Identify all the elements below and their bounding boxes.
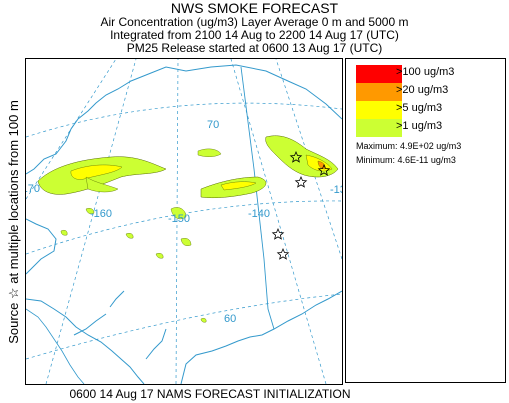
subtitle-release: PM25 Release started at 0600 13 Aug 17 (… xyxy=(126,41,383,55)
concentration-legend: >100 ug/m3 >20 ug/m3 >5 ug/m3 >1 ug/m3 M… xyxy=(345,58,506,383)
subtitle-integration: Integrated from 2100 14 Aug to 2200 14 A… xyxy=(110,28,399,42)
lon-140-line xyxy=(230,59,327,384)
source-markers xyxy=(271,150,331,260)
lon-150-line xyxy=(175,59,179,384)
legend-label-5: >5 ug/m3 xyxy=(396,102,443,114)
source-star-5 xyxy=(276,247,290,260)
legend-label-100: >100 ug/m3 xyxy=(396,66,455,78)
chart-title: NWS SMOKE FORECAST xyxy=(170,0,339,16)
legend-label-20: >20 ug/m3 xyxy=(396,84,449,96)
source-star-2 xyxy=(317,163,331,176)
legend-swatch-1 xyxy=(356,119,402,137)
source-side-label: Source ☆ at multiple locations from 100 … xyxy=(6,100,21,344)
source-star-3 xyxy=(294,175,308,188)
us-canada-border xyxy=(240,66,275,330)
smoke-plume-south xyxy=(60,207,207,323)
peninsula-coast xyxy=(26,308,85,384)
legend-label-1: >1 ug/m3 xyxy=(396,120,443,132)
lat-60-label: 60 xyxy=(224,313,236,325)
smoke-map: 70 60 -170 -160 -150 -140 -130 xyxy=(25,58,343,385)
lat-70-label: 70 xyxy=(207,119,219,131)
lat-60-line xyxy=(26,293,342,360)
legend-item-5: >5 ug/m3 xyxy=(356,101,442,119)
smoke-plume-west xyxy=(37,156,167,195)
map-canvas: 70 60 -170 -160 -150 -140 -130 xyxy=(26,59,342,384)
legend-maximum: Maximum: 4.9E+02 ug/m3 xyxy=(356,141,462,151)
lon-160-label: -160 xyxy=(90,208,112,220)
lon-140-label: -140 xyxy=(248,208,270,220)
legend-swatch-20 xyxy=(356,83,402,101)
lon-130-label: -130 xyxy=(330,184,342,196)
legend-item-1: >1 ug/m3 xyxy=(356,119,442,137)
legend-item-20: >20 ug/m3 xyxy=(356,83,448,101)
source-star-4 xyxy=(271,227,285,240)
legend-minimum: Minimum: 4.6E-11 ug/m3 xyxy=(356,155,456,165)
source-star-1 xyxy=(289,150,303,163)
smoke-plume-central xyxy=(197,148,267,199)
legend-item-100: >100 ug/m3 xyxy=(356,65,454,83)
alaska-coastline xyxy=(26,64,342,384)
forecast-initialization-footer: 0600 14 Aug 17 NAMS FORECAST INITIALIZAT… xyxy=(69,387,351,401)
subtitle-concentration: Air Concentration (ug/m3) Layer Average … xyxy=(100,15,409,29)
lon-170-line xyxy=(26,59,117,200)
aleutian-coast xyxy=(73,290,167,360)
lon-150-label: -150 xyxy=(168,213,190,225)
lon-130-line xyxy=(275,59,342,260)
lat-65-line xyxy=(26,200,342,255)
legend-swatch-5 xyxy=(356,101,402,119)
lon-170-label: -170 xyxy=(26,183,40,195)
legend-swatch-100 xyxy=(356,65,402,83)
lat-70-line xyxy=(26,102,342,138)
smoke-plume-east xyxy=(265,135,339,178)
lon-160-line xyxy=(45,59,137,384)
